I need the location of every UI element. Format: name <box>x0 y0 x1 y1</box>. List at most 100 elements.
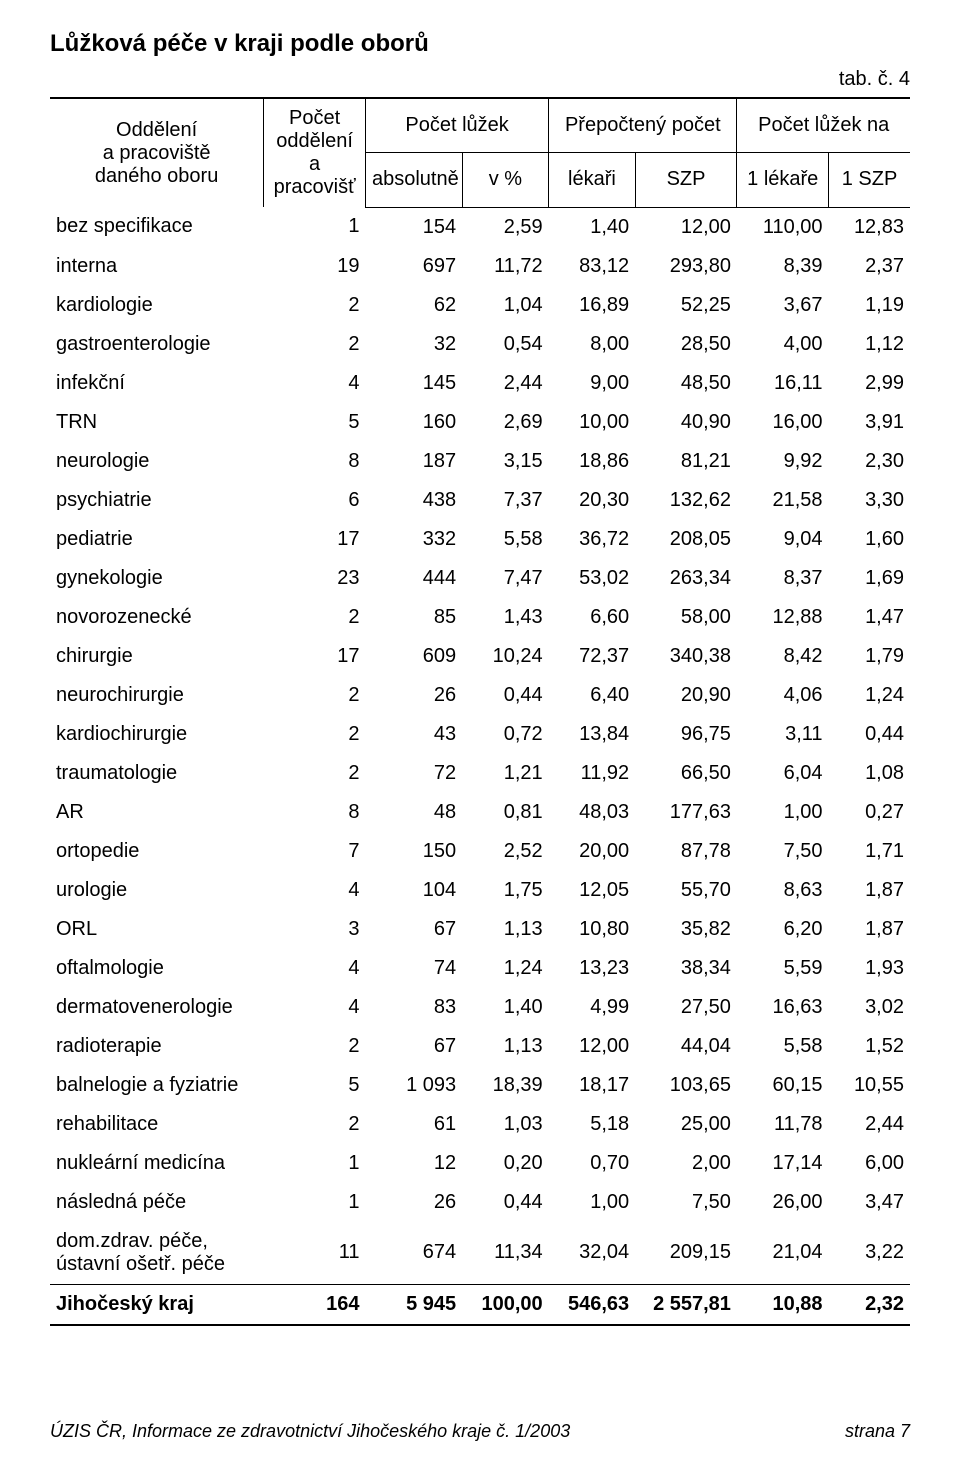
cell-dept-count: 2 <box>264 1027 366 1066</box>
cell-doctors: 1,00 <box>549 1183 636 1222</box>
table-row: psychiatrie64387,3720,30132,6221,583,30 <box>50 481 910 520</box>
cell-beds-abs: 43 <box>365 715 462 754</box>
cell-name: neurologie <box>50 442 264 481</box>
cell-name: Jihočeský kraj <box>50 1284 264 1325</box>
cell-per-szp: 1,69 <box>829 559 910 598</box>
cell-per-doctor: 110,00 <box>737 207 829 247</box>
cell-beds-abs: 1 093 <box>365 1066 462 1105</box>
cell-szp: 27,50 <box>635 988 737 1027</box>
cell-beds-abs: 26 <box>365 1183 462 1222</box>
cell-doctors: 16,89 <box>549 286 636 325</box>
table-row: ortopedie71502,5220,0087,787,501,71 <box>50 832 910 871</box>
cell-per-doctor: 6,20 <box>737 910 829 949</box>
header-text: daného oboru <box>95 165 218 187</box>
cell-doctors: 13,23 <box>549 949 636 988</box>
table-row: bez specifikace11542,591,4012,00110,0012… <box>50 207 910 247</box>
cell-per-doctor: 7,50 <box>737 832 829 871</box>
cell-per-doctor: 6,04 <box>737 754 829 793</box>
cell-doctors: 36,72 <box>549 520 636 559</box>
cell-name: chirurgie <box>50 637 264 676</box>
cell-dept-count: 19 <box>264 247 366 286</box>
cell-szp: 35,82 <box>635 910 737 949</box>
header-text: a pracovišť <box>274 153 356 198</box>
cell-dept-count: 23 <box>264 559 366 598</box>
table-row: AR8480,8148,03177,631,000,27 <box>50 793 910 832</box>
table-row: gastroenterologie2320,548,0028,504,001,1… <box>50 325 910 364</box>
cell-doctors: 53,02 <box>549 559 636 598</box>
cell-beds-pct: 5,58 <box>462 520 549 559</box>
header-sub-doctors: lékaři <box>549 153 636 207</box>
cell-beds-pct: 1,43 <box>462 598 549 637</box>
cell-per-doctor: 9,04 <box>737 520 829 559</box>
cell-szp: 66,50 <box>635 754 737 793</box>
cell-per-szp: 3,30 <box>829 481 910 520</box>
cell-dept-count: 4 <box>264 949 366 988</box>
cell-name: infekční <box>50 364 264 403</box>
cell-beds-pct: 2,59 <box>462 207 549 247</box>
cell-beds-abs: 160 <box>365 403 462 442</box>
table-row: radioterapie2671,1312,0044,045,581,52 <box>50 1027 910 1066</box>
cell-beds-abs: 5 945 <box>365 1284 462 1325</box>
cell-per-szp: 1,87 <box>829 871 910 910</box>
cell-per-doctor: 5,58 <box>737 1027 829 1066</box>
cell-szp: 177,63 <box>635 793 737 832</box>
cell-szp: 48,50 <box>635 364 737 403</box>
cell-beds-pct: 0,81 <box>462 793 549 832</box>
header-text: Oddělení <box>116 119 197 141</box>
cell-per-szp: 3,02 <box>829 988 910 1027</box>
cell-per-doctor: 1,00 <box>737 793 829 832</box>
cell-per-doctor: 4,00 <box>737 325 829 364</box>
cell-dept-count: 4 <box>264 364 366 403</box>
cell-szp: 20,90 <box>635 676 737 715</box>
table-row: dermatovenerologie4831,404,9927,5016,633… <box>50 988 910 1027</box>
cell-per-szp: 2,44 <box>829 1105 910 1144</box>
cell-per-doctor: 3,67 <box>737 286 829 325</box>
cell-beds-pct: 1,40 <box>462 988 549 1027</box>
cell-per-szp: 1,93 <box>829 949 910 988</box>
table-row: neurochirurgie2260,446,4020,904,061,24 <box>50 676 910 715</box>
cell-per-szp: 12,83 <box>829 207 910 247</box>
cell-szp: 44,04 <box>635 1027 737 1066</box>
cell-beds-pct: 1,24 <box>462 949 549 988</box>
cell-doctors: 18,86 <box>549 442 636 481</box>
cell-beds-pct: 1,03 <box>462 1105 549 1144</box>
cell-beds-abs: 332 <box>365 520 462 559</box>
cell-beds-pct: 2,69 <box>462 403 549 442</box>
cell-doctors: 5,18 <box>549 1105 636 1144</box>
cell-doctors: 10,80 <box>549 910 636 949</box>
cell-name: urologie <box>50 871 264 910</box>
table-row: následná péče1260,441,007,5026,003,47 <box>50 1183 910 1222</box>
cell-beds-abs: 85 <box>365 598 462 637</box>
cell-beds-pct: 11,34 <box>462 1222 549 1285</box>
cell-per-szp: 6,00 <box>829 1144 910 1183</box>
cell-beds-abs: 154 <box>365 207 462 247</box>
cell-beds-abs: 83 <box>365 988 462 1027</box>
cell-beds-abs: 67 <box>365 1027 462 1066</box>
table-row: dom.zdrav. péče, ústavní ošetř. péče1167… <box>50 1222 910 1285</box>
cell-per-szp: 1,19 <box>829 286 910 325</box>
header-group-beds: Počet lůžek <box>365 98 548 153</box>
cell-per-szp: 0,44 <box>829 715 910 754</box>
data-table: Oddělení a pracoviště daného oboru Počet… <box>50 97 910 1326</box>
cell-per-doctor: 5,59 <box>737 949 829 988</box>
cell-per-szp: 2,37 <box>829 247 910 286</box>
table-row: TRN51602,6910,0040,9016,003,91 <box>50 403 910 442</box>
cell-beds-abs: 438 <box>365 481 462 520</box>
cell-per-doctor: 10,88 <box>737 1284 829 1325</box>
page-footer: ÚZIS ČR, Informace ze zdravotnictví Jiho… <box>50 1421 910 1442</box>
cell-beds-pct: 2,44 <box>462 364 549 403</box>
header-text: a pracoviště <box>103 142 211 164</box>
cell-per-szp: 1,60 <box>829 520 910 559</box>
table-row: gynekologie234447,4753,02263,348,371,69 <box>50 559 910 598</box>
table-row: oftalmologie4741,2413,2338,345,591,93 <box>50 949 910 988</box>
cell-name: traumatologie <box>50 754 264 793</box>
cell-dept-count: 2 <box>264 1105 366 1144</box>
cell-beds-pct: 0,44 <box>462 1183 549 1222</box>
cell-dept-count: 2 <box>264 286 366 325</box>
table-header: Oddělení a pracoviště daného oboru Počet… <box>50 98 910 207</box>
cell-szp: 96,75 <box>635 715 737 754</box>
cell-szp: 52,25 <box>635 286 737 325</box>
cell-szp: 2 557,81 <box>635 1284 737 1325</box>
header-group-beds-per: Počet lůžek na <box>737 98 910 153</box>
cell-per-doctor: 26,00 <box>737 1183 829 1222</box>
